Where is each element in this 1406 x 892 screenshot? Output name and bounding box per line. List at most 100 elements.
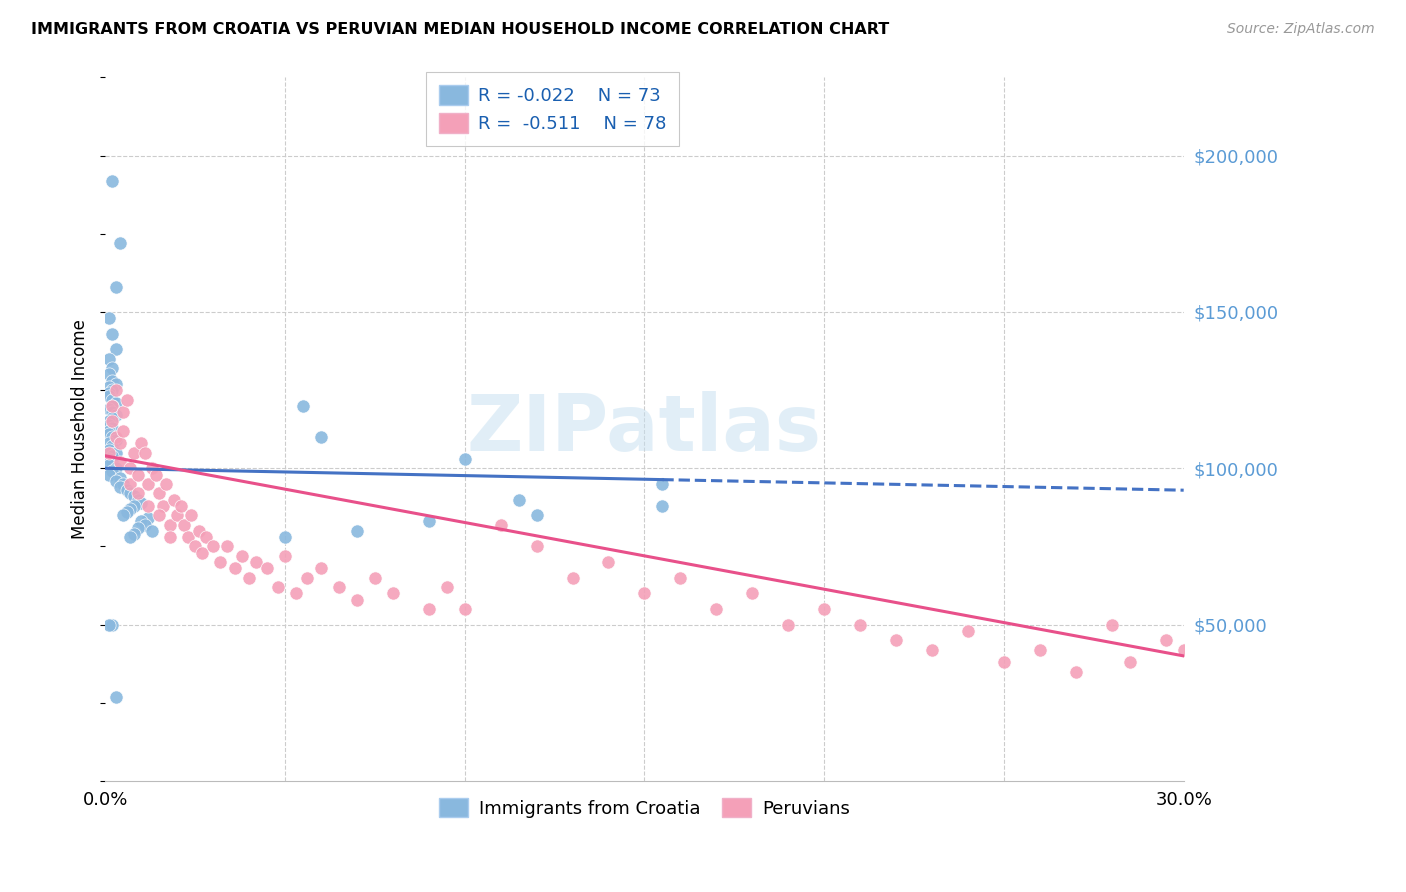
Point: [97, 311, 120, 326]
Point: [418, 602, 440, 616]
Point: [97, 368, 120, 382]
Point: [101, 617, 124, 632]
Point: [97, 401, 120, 416]
Point: [1119, 655, 1142, 669]
Point: [291, 399, 314, 413]
Point: [105, 445, 128, 459]
Point: [120, 502, 142, 516]
Point: [105, 461, 128, 475]
Point: [993, 655, 1015, 669]
Point: [101, 383, 124, 397]
Point: [120, 477, 142, 491]
Point: [122, 527, 145, 541]
Point: [134, 445, 156, 459]
Point: [274, 530, 297, 544]
Point: [101, 465, 124, 479]
Point: [101, 361, 124, 376]
Point: [101, 405, 124, 419]
Point: [1064, 665, 1087, 679]
Point: [101, 420, 124, 434]
Point: [256, 561, 278, 575]
Point: [180, 508, 202, 523]
Point: [97, 442, 120, 457]
Point: [97, 436, 120, 450]
Point: [418, 515, 440, 529]
Point: [101, 449, 124, 463]
Point: [105, 474, 128, 488]
Point: [138, 477, 160, 491]
Point: [97, 417, 120, 432]
Point: [152, 499, 174, 513]
Point: [108, 471, 131, 485]
Point: [127, 467, 149, 482]
Point: [669, 571, 692, 585]
Point: [633, 586, 655, 600]
Point: [704, 602, 727, 616]
Point: [97, 386, 120, 401]
Point: [112, 477, 135, 491]
Point: [108, 455, 131, 469]
Point: [436, 580, 458, 594]
Point: [238, 571, 260, 585]
Point: [101, 374, 124, 388]
Point: [295, 571, 318, 585]
Point: [231, 549, 253, 563]
Point: [101, 399, 124, 413]
Point: [598, 555, 620, 569]
Point: [101, 414, 124, 428]
Point: [346, 592, 368, 607]
Point: [145, 467, 167, 482]
Point: [97, 451, 120, 466]
Y-axis label: Median Household Income: Median Household Income: [72, 319, 89, 539]
Point: [177, 530, 200, 544]
Point: [97, 467, 120, 482]
Point: [120, 461, 142, 475]
Point: [127, 521, 149, 535]
Point: [101, 173, 124, 187]
Point: [97, 445, 120, 459]
Point: [105, 433, 128, 447]
Point: [105, 430, 128, 444]
Point: [105, 383, 128, 397]
Point: [112, 405, 135, 419]
Point: [651, 499, 673, 513]
Point: [267, 580, 290, 594]
Point: [381, 586, 404, 600]
Point: [115, 392, 138, 407]
Point: [364, 571, 387, 585]
Point: [956, 624, 979, 638]
Point: [170, 499, 193, 513]
Point: [526, 540, 548, 554]
Point: [187, 524, 209, 538]
Point: [148, 486, 170, 500]
Point: [224, 561, 246, 575]
Point: [105, 343, 128, 357]
Point: [159, 530, 181, 544]
Point: [141, 461, 163, 475]
Point: [138, 499, 160, 513]
Point: [101, 430, 124, 444]
Point: [101, 411, 124, 425]
Point: [1173, 642, 1195, 657]
Point: [778, 617, 800, 632]
Point: [309, 430, 332, 444]
Point: [138, 511, 160, 525]
Point: [127, 486, 149, 500]
Point: [129, 496, 152, 510]
Point: [101, 399, 124, 413]
Point: [849, 617, 872, 632]
Point: [97, 458, 120, 472]
Point: [97, 414, 120, 428]
Point: [97, 617, 120, 632]
Point: [921, 642, 943, 657]
Point: [1029, 642, 1052, 657]
Text: IMMIGRANTS FROM CROATIA VS PERUVIAN MEDIAN HOUSEHOLD INCOME CORRELATION CHART: IMMIGRANTS FROM CROATIA VS PERUVIAN MEDI…: [31, 22, 889, 37]
Point: [127, 492, 149, 507]
Point: [651, 477, 673, 491]
Point: [112, 424, 135, 438]
Point: [454, 602, 477, 616]
Point: [101, 392, 124, 407]
Point: [191, 546, 214, 560]
Point: [274, 549, 297, 563]
Point: [122, 445, 145, 459]
